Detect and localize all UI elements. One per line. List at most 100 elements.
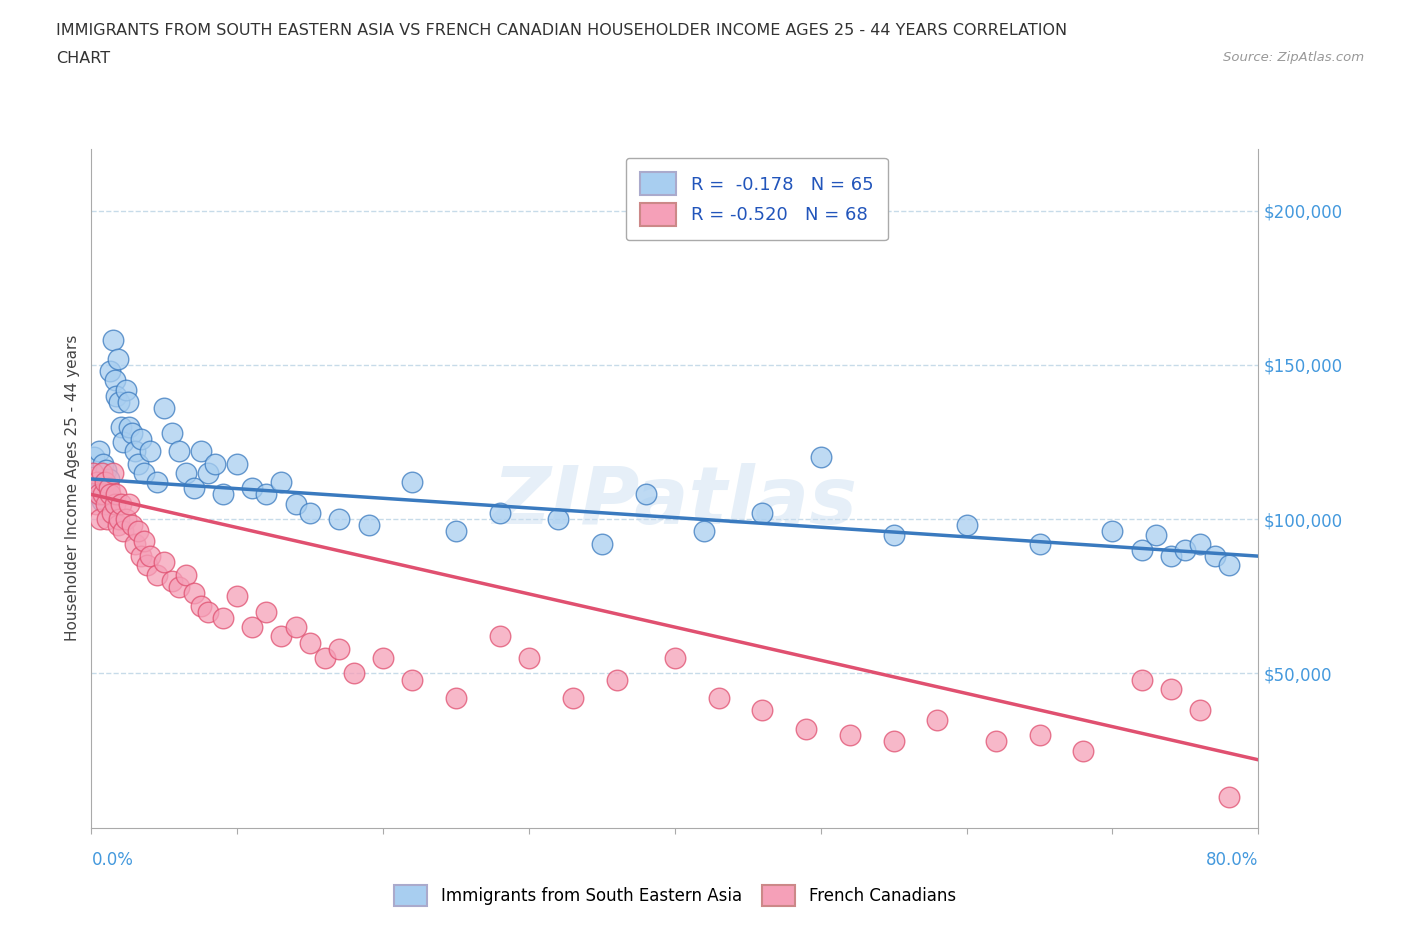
Point (794, 722, 817, 737)
Point (127, 456, 149, 471)
Point (103, 465, 125, 480)
Point (1204, 549, 1226, 564)
Point (707, 691, 730, 706)
Point (118, 419, 141, 434)
Point (153, 401, 176, 416)
Point (190, 598, 212, 613)
Point (956, 518, 979, 533)
Point (883, 527, 905, 542)
Point (96, 487, 118, 502)
Point (174, 465, 197, 480)
Point (270, 474, 292, 489)
Point (101, 506, 124, 521)
Point (605, 672, 627, 687)
Point (751, 703, 773, 718)
Point (174, 567, 197, 582)
Point (1130, 542, 1153, 557)
Point (444, 524, 467, 538)
Point (190, 444, 212, 458)
Point (115, 512, 138, 526)
Point (838, 727, 860, 742)
Point (112, 524, 135, 538)
Point (93, 474, 115, 489)
Point (299, 506, 322, 521)
Point (204, 456, 226, 471)
Point (87, 487, 110, 502)
Point (254, 604, 277, 619)
Point (401, 474, 423, 489)
Point (135, 558, 157, 573)
Point (82, 465, 104, 480)
Point (97, 472, 120, 486)
Text: IMMIGRANTS FROM SOUTH EASTERN ASIA VS FRENCH CANADIAN HOUSEHOLDER INCOME AGES 25: IMMIGRANTS FROM SOUTH EASTERN ASIA VS FR… (56, 23, 1067, 38)
Point (314, 651, 336, 666)
Point (107, 352, 129, 366)
Point (110, 419, 132, 434)
Point (1189, 703, 1212, 718)
Point (105, 388, 128, 403)
Point (1160, 682, 1182, 697)
Point (132, 533, 155, 548)
Point (104, 497, 127, 512)
Text: Source: ZipAtlas.com: Source: ZipAtlas.com (1223, 51, 1364, 64)
Point (401, 672, 423, 687)
Point (371, 651, 394, 666)
Point (124, 537, 146, 551)
Point (89, 512, 111, 526)
Point (561, 691, 583, 706)
Point (87, 444, 110, 458)
Point (1218, 790, 1240, 804)
Point (160, 574, 183, 589)
Point (129, 549, 152, 564)
Point (138, 444, 162, 458)
Point (98, 364, 121, 379)
Point (121, 518, 143, 533)
Point (138, 549, 162, 564)
Point (1130, 672, 1153, 687)
Point (197, 604, 219, 619)
Point (883, 734, 905, 749)
Point (98, 487, 121, 502)
Point (146, 567, 169, 582)
Point (96, 512, 118, 526)
Point (547, 512, 569, 526)
Point (284, 497, 307, 512)
Point (110, 497, 132, 512)
Point (115, 382, 138, 397)
Point (211, 610, 233, 625)
Point (1218, 558, 1240, 573)
Point (634, 487, 657, 502)
Point (124, 444, 146, 458)
Point (108, 394, 131, 409)
Point (127, 524, 149, 538)
Point (183, 481, 205, 496)
Text: 0.0%: 0.0% (91, 851, 134, 869)
Point (1144, 527, 1167, 542)
Point (83, 450, 105, 465)
Text: CHART: CHART (56, 51, 110, 66)
Point (226, 589, 249, 604)
Point (89, 481, 111, 496)
Point (167, 444, 190, 458)
Point (94, 462, 117, 477)
Legend: Immigrants from South Eastern Asia, French Canadians: Immigrants from South Eastern Asia, Fren… (388, 879, 962, 912)
Point (591, 537, 613, 551)
Point (984, 734, 1007, 749)
Point (108, 512, 131, 526)
Point (211, 487, 233, 502)
Point (1174, 542, 1197, 557)
Point (107, 518, 129, 533)
Point (1073, 743, 1095, 758)
Point (117, 394, 139, 409)
Point (86, 474, 108, 489)
Point (517, 651, 540, 666)
Point (103, 333, 125, 348)
Point (183, 586, 205, 601)
Point (693, 524, 716, 538)
Point (299, 635, 322, 650)
Point (664, 651, 686, 666)
Text: 80.0%: 80.0% (1206, 851, 1258, 869)
Point (167, 579, 190, 594)
Point (1028, 727, 1050, 742)
Point (153, 555, 176, 570)
